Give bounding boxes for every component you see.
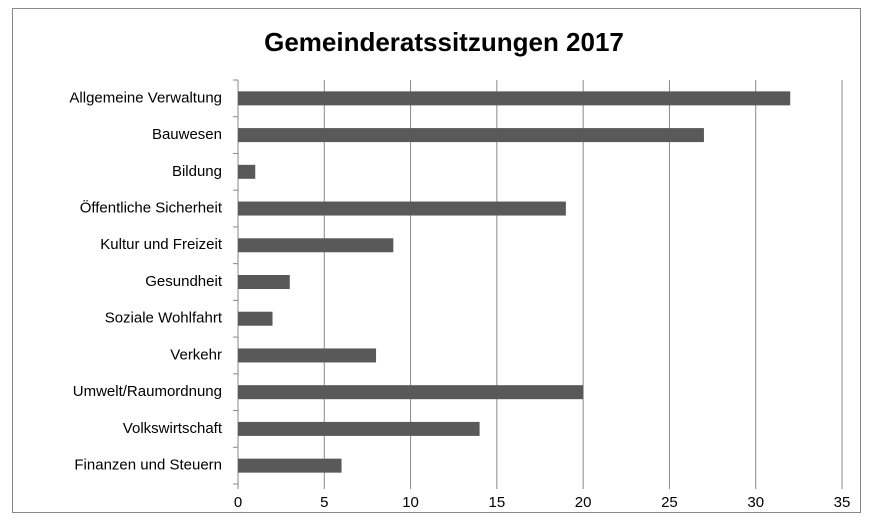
x-tick-label: 25 <box>661 494 678 511</box>
x-tick-label: 0 <box>234 494 242 511</box>
y-tick-label: Soziale Wohlfahrt <box>105 310 223 327</box>
x-tick-label: 20 <box>575 494 592 511</box>
chart-border <box>12 8 861 513</box>
bar <box>238 311 273 326</box>
y-tick-label: Öffentliche Sicherheit <box>80 199 223 217</box>
y-tick-label: Volkswirtschaft <box>123 420 223 437</box>
y-tick-label: Kultur und Freizeit <box>100 236 223 253</box>
bar <box>238 275 290 289</box>
x-tick-label: 10 <box>402 494 419 511</box>
y-tick-label: Finanzen und Steuern <box>74 457 222 474</box>
x-tick-label: 15 <box>489 494 506 511</box>
bar <box>238 164 256 179</box>
bar <box>238 421 480 436</box>
bar <box>238 201 566 216</box>
x-tick-label: 35 <box>834 494 851 511</box>
bar <box>238 128 704 143</box>
x-tick-label: 5 <box>320 494 328 511</box>
y-tick-label: Allgemeine Verwaltung <box>69 89 222 106</box>
y-tick-label: Umwelt/Raumordnung <box>73 383 222 400</box>
bar <box>238 385 584 400</box>
y-tick-label: Gesundheit <box>145 273 223 290</box>
y-tick-label: Bauwesen <box>152 126 222 143</box>
bar <box>238 348 377 363</box>
bar <box>238 91 791 106</box>
x-tick-label: 30 <box>747 494 764 511</box>
chart-title: Gemeinderatssitzungen 2017 <box>264 27 624 57</box>
bar <box>238 458 342 473</box>
y-tick-label: Bildung <box>172 163 222 180</box>
bar <box>238 238 394 253</box>
y-tick-label: Verkehr <box>170 346 222 363</box>
